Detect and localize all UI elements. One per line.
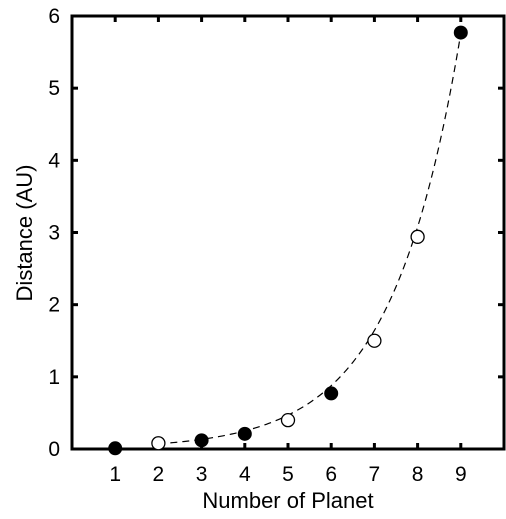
- axis-ticks: [72, 14, 504, 451]
- y-tick-label-2: 2: [48, 294, 60, 317]
- open-point-7: [367, 333, 382, 348]
- plot-frame: [70, 14, 506, 451]
- x-tick-label-6: 6: [325, 463, 337, 486]
- x-tick-label-7: 7: [369, 463, 381, 486]
- x-tick-label-5: 5: [282, 463, 294, 486]
- x-tick-label-4: 4: [239, 463, 251, 486]
- filled-point-6: [324, 386, 339, 401]
- y-tick-label-5: 5: [48, 77, 60, 100]
- y-tick-label-4: 4: [48, 149, 60, 172]
- x-tick-label-1: 1: [109, 463, 121, 486]
- y-tick-label-0: 0: [48, 438, 60, 461]
- x-axis-title: Number of Planet: [202, 488, 373, 513]
- x-tick-label-2: 2: [153, 463, 165, 486]
- filled-point-1: [108, 441, 123, 456]
- filled-point-9: [453, 25, 468, 40]
- filled-point-3: [194, 433, 209, 448]
- open-point-5: [280, 412, 296, 428]
- y-tick-label-6: 6: [48, 5, 60, 28]
- y-axis-title: Distance (AU): [12, 165, 37, 302]
- x-tick-label-3: 3: [196, 463, 208, 486]
- data-points: [108, 25, 468, 456]
- y-tick-label-1: 1: [48, 366, 60, 389]
- open-point-8: [410, 229, 425, 244]
- filled-point-4: [237, 426, 252, 441]
- x-tick-label-8: 8: [412, 463, 424, 486]
- open-point-2: [151, 436, 166, 451]
- fit-curve: [158, 33, 462, 445]
- tick-labels: 1 2 3 4 5 6 7 8 9 0 1 2 3 4 5 6: [48, 5, 466, 486]
- y-tick-label-3: 3: [48, 222, 60, 245]
- x-tick-label-9: 9: [455, 463, 467, 486]
